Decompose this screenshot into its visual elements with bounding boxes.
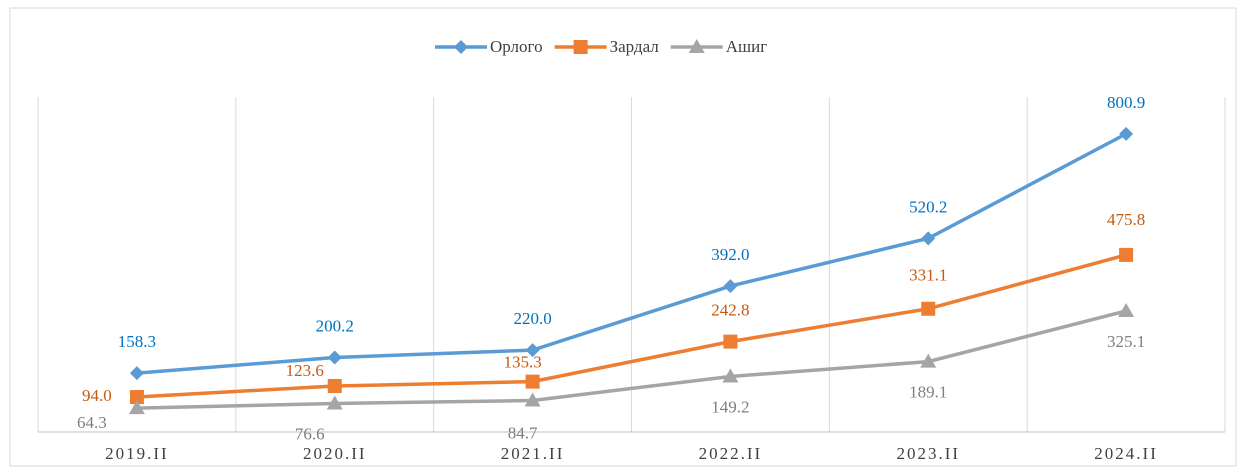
legend-label: Зардал	[610, 37, 660, 56]
data-label: 200.2	[316, 316, 354, 335]
data-label: 84.7	[508, 423, 538, 442]
series-line	[136, 253, 1127, 399]
data-label: 94.0	[82, 386, 112, 405]
series-line	[136, 309, 1127, 410]
data-point	[723, 279, 738, 294]
x-tick-label: 2019.II	[105, 444, 169, 463]
x-tick-label: 2020.II	[303, 444, 367, 463]
data-label: 520.2	[909, 197, 947, 216]
data-label: 331.1	[909, 266, 947, 285]
data-point	[1118, 302, 1135, 317]
x-tick-label: 2021.II	[501, 444, 565, 463]
data-label: 149.2	[711, 397, 749, 416]
data-point	[525, 343, 540, 358]
data-label: 135.3	[503, 353, 541, 372]
data-point	[129, 390, 144, 405]
x-tick-label: 2022.II	[699, 444, 763, 463]
data-point	[327, 378, 342, 393]
data-label: 392.0	[711, 245, 749, 264]
data-point	[921, 301, 936, 316]
data-label: 123.6	[286, 361, 324, 380]
data-label: 475.8	[1107, 210, 1145, 229]
data-label: 158.3	[118, 332, 156, 351]
data-point	[524, 392, 541, 407]
legend-marker	[454, 40, 468, 54]
legend-marker	[688, 39, 705, 53]
data-label: 76.6	[295, 424, 325, 443]
legend-label: Орлого	[490, 37, 543, 56]
legend-label: Ашиг	[726, 37, 767, 56]
data-label: 220.0	[513, 309, 551, 328]
legend-marker	[573, 40, 588, 54]
data-point	[722, 368, 739, 383]
data-point	[1119, 247, 1134, 262]
series-line	[136, 132, 1127, 375]
data-point	[920, 353, 937, 368]
data-point	[326, 395, 343, 410]
x-tick-label: 2023.II	[896, 444, 960, 463]
data-point	[525, 374, 540, 389]
data-label: 242.8	[711, 301, 749, 320]
data-point	[1119, 126, 1134, 141]
data-label: 189.1	[909, 383, 947, 402]
data-label: 325.1	[1107, 332, 1145, 351]
x-tick-label: 2024.II	[1094, 444, 1158, 463]
data-point	[327, 350, 342, 365]
data-point	[723, 334, 738, 349]
data-point	[128, 400, 145, 415]
data-point	[921, 231, 936, 246]
data-label: 800.9	[1107, 93, 1145, 112]
data-label: 64.3	[77, 413, 107, 432]
chart-frame	[9, 7, 1237, 467]
data-point	[129, 366, 144, 381]
